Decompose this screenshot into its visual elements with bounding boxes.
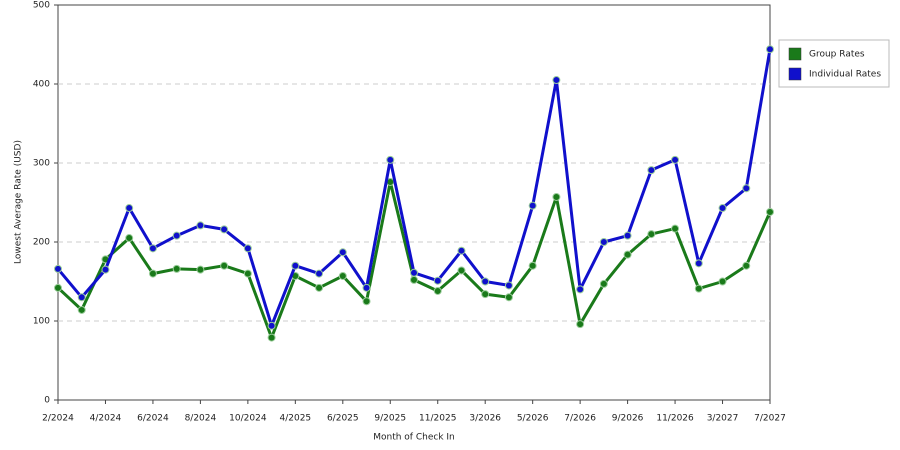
data-point [694,259,703,268]
y-tick-label: 200 [33,238,50,248]
x-tick-label: 9/2025 [374,414,406,424]
x-tick-label: 2/2024 [42,414,74,424]
data-point [125,234,134,243]
data-point [599,238,608,246]
x-tick-label: 6/2025 [327,414,359,424]
data-point [172,264,181,273]
data-point [267,321,276,330]
data-point [623,231,632,240]
data-point [576,320,585,329]
data-point [338,248,347,257]
x-tick-label: 11/2026 [656,414,694,424]
data-point [528,261,537,270]
data-point [148,244,157,253]
data-point [315,269,324,278]
x-tick-label: 7/2026 [564,414,596,424]
data-point [267,333,276,342]
y-axis-title: Lowest Average Rate (USD) [14,140,24,264]
data-point [196,221,205,230]
x-tick-label: 11/2025 [419,414,456,424]
y-tick-label: 400 [33,80,50,90]
data-point [362,297,371,306]
legend-swatch [788,67,802,81]
data-point [671,224,680,233]
data-point [742,261,751,270]
data-point [410,268,418,277]
y-tick-label: 300 [33,159,50,169]
data-point [220,225,229,234]
data-point [362,283,371,292]
data-point [481,277,490,286]
data-point [457,266,466,275]
data-point [766,207,774,216]
data-point [718,277,727,286]
data-point [481,290,490,299]
legend-swatch [788,47,802,61]
data-point [148,269,157,278]
legend-label: Individual Rates [809,70,881,80]
data-point [671,155,680,164]
data-point [742,184,751,193]
data-point [647,230,656,239]
y-tick-label: 0 [44,396,50,406]
y-tick-label: 100 [33,317,50,327]
x-tick-label: 6/2024 [137,414,169,424]
data-point [172,231,181,240]
data-point [291,261,300,270]
data-point [338,271,347,280]
data-point [552,192,561,201]
data-point [243,269,252,278]
data-point [54,283,62,292]
data-point [433,276,442,285]
x-tick-label: 7/2027 [754,414,786,424]
data-point [243,244,252,253]
data-point [552,76,561,85]
x-tick-label: 10/2024 [229,414,267,424]
y-tick-label: 500 [33,1,50,11]
data-point [54,264,62,273]
data-point [599,279,608,288]
data-point [196,265,205,274]
data-point [694,284,703,293]
data-point [647,166,656,175]
data-point [77,293,86,302]
data-point [718,204,727,213]
data-point [410,275,418,284]
data-point [386,155,395,164]
x-tick-label: 3/2027 [707,414,739,424]
legend-label: Group Rates [809,50,865,60]
x-tick-label: 4/2024 [90,414,122,424]
x-tick-label: 5/2026 [517,414,549,424]
x-axis-title: Month of Check In [373,433,455,443]
data-point [504,281,513,290]
x-tick-label: 9/2026 [612,414,644,424]
data-point [77,305,86,314]
plot-frame [57,4,771,401]
data-point [315,283,324,292]
data-point [101,265,110,274]
data-point [576,285,585,294]
data-point [220,261,229,270]
x-tick-label: 4/2025 [279,414,311,424]
data-point [433,286,442,295]
data-point [457,246,466,255]
data-point [766,45,774,54]
data-point [125,204,134,213]
data-point [623,250,632,259]
data-point [528,201,537,210]
data-point [504,293,513,302]
x-tick-label: 3/2026 [469,414,501,424]
x-tick-label: 8/2024 [185,414,217,424]
